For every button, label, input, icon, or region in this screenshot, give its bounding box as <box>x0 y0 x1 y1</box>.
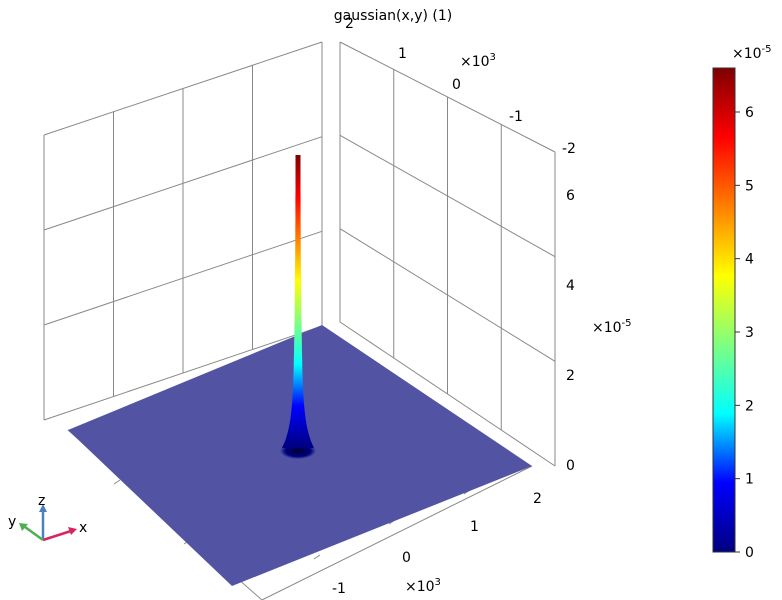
y-axis-ticks: 2 1 0 -1 -2 <box>345 16 576 157</box>
colorbar-tick-label: 6 <box>745 105 754 121</box>
x-tick-label: 1 <box>470 519 479 535</box>
left-wall-hline <box>43 41 323 136</box>
x-tick-label: 0 <box>402 550 411 566</box>
x-axis-ticks: -1 0 1 2 <box>332 491 542 597</box>
y-axis-multiplier: ×103 <box>460 52 496 70</box>
x-tick-label: 2 <box>533 491 542 507</box>
z-tick-label: 2 <box>566 368 575 384</box>
z-axis-ticks: 0 2 4 6 <box>566 188 575 474</box>
left-wall-hline <box>43 136 323 231</box>
floor-tick <box>313 554 321 560</box>
triad-y-head <box>19 523 28 531</box>
colorbar-ticks: 0 1 2 3 4 5 6 <box>735 105 754 561</box>
left-wall <box>43 41 323 421</box>
right-wall-hline <box>339 228 556 362</box>
y-tick-label: -2 <box>562 141 576 157</box>
triad-z-head <box>39 504 47 512</box>
floor-front-right-edge <box>261 465 533 600</box>
left-wall-hline <box>43 230 323 326</box>
gaussian-peak <box>282 155 314 448</box>
triad-x-arrow <box>42 529 72 542</box>
y-tick-label: 2 <box>345 16 354 32</box>
triad-y-arrow <box>24 525 44 542</box>
axis-triad-icon: z x y <box>8 493 87 542</box>
colorbar-tick-label: 2 <box>745 398 754 414</box>
colorbar: ×10-5 0 1 2 3 4 5 6 <box>712 44 772 561</box>
triad-x-label: x <box>79 520 87 536</box>
z-tick-label: 6 <box>566 188 575 204</box>
floor-tick <box>113 479 121 485</box>
colorbar-scale <box>712 67 736 553</box>
colorbar-tick-label: 3 <box>745 325 754 341</box>
y-tick-label: -1 <box>509 109 523 125</box>
x-tick-label: -1 <box>332 581 346 597</box>
colorbar-tick-label: 1 <box>745 472 754 488</box>
z-tick-label: 4 <box>566 278 575 294</box>
triad-x-head <box>68 527 77 535</box>
colorbar-tick-label: 5 <box>745 178 754 194</box>
right-wall-hline <box>339 134 556 258</box>
colorbar-multiplier: ×10-5 <box>732 44 772 62</box>
y-tick-label: 1 <box>398 46 407 62</box>
x-axis-multiplier: ×103 <box>405 577 441 595</box>
left-wall-hline <box>43 325 323 421</box>
right-wall <box>339 41 556 467</box>
colorbar-tick-label: 0 <box>745 545 754 561</box>
y-tick-label: 0 <box>452 77 461 93</box>
right-wall-hline <box>339 321 556 467</box>
chart-title: gaussian(x,y) (1) <box>334 8 453 24</box>
z-tick-label: 0 <box>566 458 575 474</box>
colorbar-tick-label: 4 <box>745 252 754 268</box>
right-wall-hline <box>339 41 556 153</box>
triad-y-label: y <box>8 514 16 530</box>
triad-z-label: z <box>38 493 45 509</box>
z-axis-multiplier: ×10-5 <box>592 318 632 336</box>
